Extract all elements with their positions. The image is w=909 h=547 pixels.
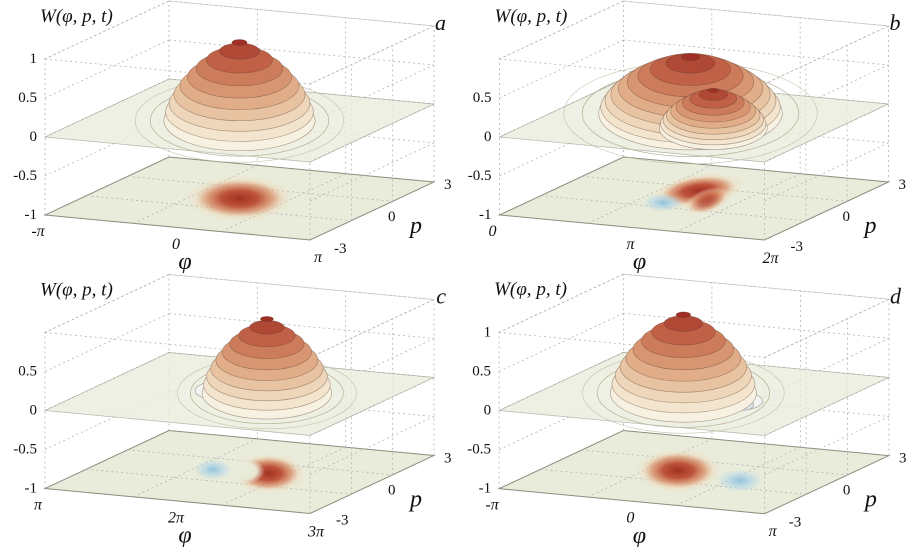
z-tick: -1 (25, 481, 38, 497)
grid-bottom (86, 438, 393, 506)
p-axis-label: p (408, 213, 422, 239)
density-blob-red (684, 187, 731, 216)
z-tick: -1 (479, 481, 492, 497)
wigner-plot-c: W(φ, p, t) c 0.5 0 -0.5 -1 π 2π 3π φ -3 … (13, 274, 452, 547)
surface-dome (134, 39, 345, 163)
density-blob-red (634, 448, 722, 493)
panel-a: W(φ, p, t) a 1 0.5 0 -0.5 -1 -π 0 π φ -3… (0, 0, 454, 273)
phi-tick: -π (485, 497, 499, 514)
phi-tick: π (314, 249, 323, 266)
z-tick: -1 (479, 207, 492, 223)
z-tick: 0 (484, 129, 492, 145)
phi-tick: 0 (626, 510, 634, 527)
wigner-plot-b: W(φ, p, t) b 0.5 0 -0.5 -1 0 π 2π φ -3 0… (468, 0, 907, 273)
p-axis-label: p (863, 487, 877, 513)
z-tick: -0.5 (468, 168, 492, 184)
p-axis-label: p (408, 487, 422, 513)
grid-bottom (540, 438, 848, 506)
p-tick: -3 (334, 241, 347, 257)
phi-tick: 2π (762, 250, 779, 267)
plot3d-a (43, 0, 436, 241)
z-tick: -0.5 (467, 442, 491, 458)
p-tick: 3 (444, 177, 452, 193)
plot3d-c (43, 274, 436, 515)
p-tick: 0 (388, 209, 396, 225)
wigner-plot-d: W(φ, p, t) d 1 0.5 0 -0.5 -1 -π 0 π φ -3… (467, 273, 907, 547)
panel-letter: c (436, 284, 446, 309)
panel-d: W(φ, p, t) d 1 0.5 0 -0.5 -1 -π 0 π φ -3… (454, 273, 909, 547)
surface-dome (563, 53, 818, 165)
phi-tick: 2π (168, 510, 185, 527)
density-map (634, 448, 763, 493)
phi-tick: 0 (489, 223, 497, 240)
z-tick: 1 (484, 324, 492, 340)
phi-tick: π (769, 523, 778, 540)
plot3d-d (497, 273, 891, 515)
phi-tick: 3π (307, 524, 325, 541)
p-tick: -3 (336, 513, 349, 529)
phi-axis-label: φ (633, 523, 646, 547)
plot-title: W(φ, p, t) (494, 279, 567, 300)
density-blob-blue (642, 193, 684, 212)
phi-tick: -π (31, 223, 45, 240)
density-map (642, 172, 744, 216)
z-tick: 0.5 (18, 364, 37, 380)
surface-dome (177, 316, 357, 430)
z-tick: -0.5 (13, 442, 37, 458)
phi-tick: 0 (172, 236, 180, 253)
p-tick: -3 (791, 239, 804, 255)
density-map (194, 453, 307, 494)
z-tick: 0.5 (18, 90, 37, 106)
z-tick: 0.5 (472, 363, 491, 379)
plot-title: W(φ, p, t) (40, 280, 113, 301)
phi-tick: π (626, 236, 635, 253)
p-tick: 3 (899, 451, 907, 467)
phi-axis-label: φ (633, 249, 646, 273)
phi-tick: π (34, 497, 43, 514)
density-blob-blue (716, 469, 763, 493)
p-tick: 3 (444, 451, 452, 467)
z-tick: 1 (30, 51, 38, 67)
panel-letter: a (435, 10, 446, 35)
z-tick: -0.5 (13, 168, 37, 184)
z-tick: 0 (484, 403, 492, 419)
density-map (185, 175, 294, 222)
z-tick: 0 (30, 129, 38, 145)
density-blob-red (185, 175, 294, 222)
phi-axis-label: φ (178, 523, 191, 547)
plot-title: W(φ, p, t) (495, 6, 568, 27)
grid-bottom (86, 164, 393, 233)
panel-letter: d (890, 283, 902, 308)
density-blob-blue (194, 459, 232, 480)
plot3d-b (497, 0, 891, 241)
grid-bottom (540, 164, 848, 233)
z-tick: 0 (30, 403, 38, 419)
panel-letter: b (890, 10, 901, 35)
z-tick: 0.5 (473, 90, 492, 106)
p-tick: 0 (388, 483, 396, 499)
surface-dome (582, 311, 785, 434)
p-tick: 0 (843, 483, 851, 499)
wigner-plot-a: W(φ, p, t) a 1 0.5 0 -0.5 -1 -π 0 π φ -3… (13, 0, 452, 273)
plot-title: W(φ, p, t) (40, 6, 113, 27)
panel-c: W(φ, p, t) c 0.5 0 -0.5 -1 π 2π 3π φ -3 … (0, 273, 454, 547)
density-blob-plane (224, 458, 265, 485)
panel-b: W(φ, p, t) b 0.5 0 -0.5 -1 0 π 2π φ -3 0… (454, 0, 909, 273)
z-tick: -1 (25, 207, 38, 223)
p-tick: -3 (789, 515, 802, 531)
p-tick: 3 (899, 177, 907, 193)
p-axis-label: p (863, 213, 877, 239)
phi-axis-label: φ (178, 249, 191, 273)
p-tick: 0 (843, 209, 851, 225)
